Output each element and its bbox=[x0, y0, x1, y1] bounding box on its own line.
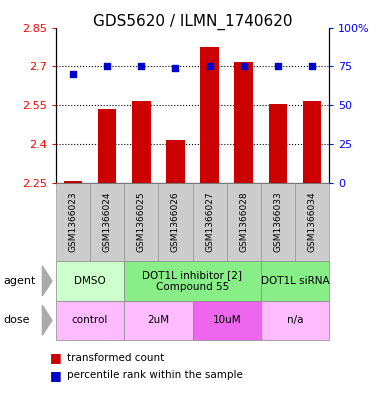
Text: dose: dose bbox=[4, 315, 30, 325]
Bar bbox=[98, 109, 117, 183]
Text: DOT1L inhibitor [2]
Compound 55: DOT1L inhibitor [2] Compound 55 bbox=[142, 270, 243, 292]
Text: transformed count: transformed count bbox=[67, 353, 165, 363]
Text: n/a: n/a bbox=[287, 315, 303, 325]
Text: percentile rank within the sample: percentile rank within the sample bbox=[67, 370, 243, 380]
Text: GSM1366028: GSM1366028 bbox=[239, 192, 248, 252]
Bar bbox=[303, 101, 321, 183]
Text: DMSO: DMSO bbox=[74, 276, 106, 286]
Point bbox=[206, 63, 213, 70]
Text: agent: agent bbox=[4, 276, 36, 286]
Bar bbox=[234, 62, 253, 183]
Text: control: control bbox=[72, 315, 108, 325]
Text: DOT1L siRNA: DOT1L siRNA bbox=[261, 276, 329, 286]
Point bbox=[309, 63, 315, 70]
Bar bbox=[200, 47, 219, 183]
Bar bbox=[166, 140, 185, 183]
Point bbox=[138, 63, 144, 70]
Point bbox=[172, 65, 179, 71]
Text: 10uM: 10uM bbox=[213, 315, 241, 325]
Text: GSM1366027: GSM1366027 bbox=[205, 192, 214, 252]
Point bbox=[241, 63, 247, 70]
Bar bbox=[132, 101, 151, 183]
Point bbox=[104, 63, 110, 70]
Point bbox=[275, 63, 281, 70]
Text: GDS5620 / ILMN_1740620: GDS5620 / ILMN_1740620 bbox=[93, 14, 292, 30]
Text: 2uM: 2uM bbox=[147, 315, 169, 325]
Text: GSM1366033: GSM1366033 bbox=[273, 192, 283, 252]
Bar bbox=[64, 182, 82, 183]
Text: ■: ■ bbox=[50, 369, 62, 382]
Text: GSM1366023: GSM1366023 bbox=[69, 192, 77, 252]
Text: GSM1366025: GSM1366025 bbox=[137, 192, 146, 252]
Text: GSM1366026: GSM1366026 bbox=[171, 192, 180, 252]
Text: ■: ■ bbox=[50, 351, 62, 364]
Bar bbox=[268, 104, 287, 183]
Text: GSM1366024: GSM1366024 bbox=[102, 192, 112, 252]
Text: GSM1366034: GSM1366034 bbox=[308, 192, 316, 252]
Point bbox=[70, 71, 76, 77]
